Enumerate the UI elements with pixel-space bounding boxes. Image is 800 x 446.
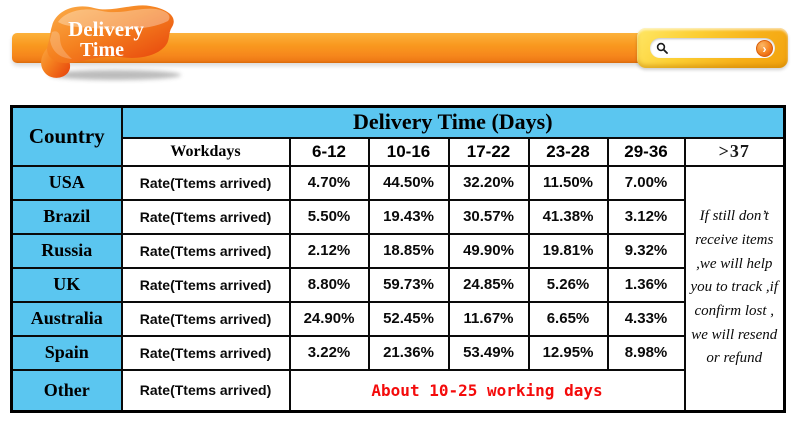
value-cell: 11.67% <box>447 300 530 337</box>
table-row-australia: Australia Rate(Ttems arrived) 24.90% 52.… <box>10 300 785 337</box>
value-cell: 30.57% <box>447 198 530 235</box>
value-cell: 21.36% <box>367 334 450 371</box>
table-row-usa: USA Rate(Ttems arrived) 4.70% 44.50% 32.… <box>10 164 786 413</box>
other-delivery-note: About 10-25 working days <box>288 368 686 413</box>
rate-label-cell: Rate(Ttems arrived) <box>120 198 291 235</box>
header-row-2: Workdays 6-12 10-16 17-22 23-28 29-36 >3… <box>12 136 786 167</box>
value-cell: 49.90% <box>447 232 530 269</box>
value-cell: 2.12% <box>288 232 370 269</box>
subheader-10-16: 10-16 <box>367 136 450 167</box>
subheader-gt37: >37 <box>683 136 786 167</box>
value-cell: 24.85% <box>447 266 530 303</box>
country-cell: USA <box>10 164 123 201</box>
rate-label-cell: Rate(Ttems arrived) <box>120 232 291 269</box>
table-row-spain: Spain Rate(Ttems arrived) 3.22% 21.36% 5… <box>10 334 785 371</box>
delivery-time-table: Country Delivery Time (Days) Workdays 6-… <box>10 105 786 413</box>
value-cell: 8.80% <box>288 266 370 303</box>
value-cell: 4.33% <box>606 300 686 337</box>
badge-shadow <box>49 70 181 80</box>
country-cell: UK <box>10 266 123 303</box>
value-cell: 3.22% <box>288 334 370 371</box>
country-cell: Other <box>10 368 123 413</box>
value-cell: 5.26% <box>527 266 609 303</box>
delivery-time-badge: Delivery Time <box>20 0 200 84</box>
value-cell: 44.50% <box>367 164 450 201</box>
badge-body <box>47 5 174 64</box>
subheader-6-12: 6-12 <box>288 136 370 167</box>
search-panel: › <box>637 28 788 68</box>
table-row-uk: UK Rate(Ttems arrived) 8.80% 59.73% 24.8… <box>10 266 785 303</box>
value-cell: 53.49% <box>447 334 530 371</box>
rate-label-cell: Rate(Ttems arrived) <box>120 164 291 201</box>
value-cell: 1.36% <box>606 266 686 303</box>
search-submit-button[interactable]: › <box>756 39 773 57</box>
badge-title-line1: Delivery <box>68 17 144 41</box>
country-cell: Brazil <box>10 198 123 235</box>
table-row-russia: Russia Rate(Ttems arrived) 2.12% 18.85% … <box>10 232 785 269</box>
side-note-cell: If still don’t receive items ,we will he… <box>683 164 786 413</box>
value-cell: 8.98% <box>606 334 686 371</box>
rate-label-cell: Rate(Ttems arrived) <box>120 266 291 303</box>
search-input[interactable] <box>668 41 756 55</box>
subheader-23-28: 23-28 <box>527 136 609 167</box>
badge-title-line2: Time <box>80 39 124 61</box>
rate-label-cell: Rate(Ttems arrived) <box>120 300 291 337</box>
value-cell: 59.73% <box>367 266 450 303</box>
value-cell: 5.50% <box>288 198 370 235</box>
table-row-brazil: Brazil Rate(Ttems arrived) 5.50% 19.43% … <box>10 198 785 235</box>
corner-header-country: Country <box>10 105 123 167</box>
country-cell: Russia <box>10 232 123 269</box>
value-cell: 11.50% <box>527 164 609 201</box>
value-cell: 41.38% <box>527 198 609 235</box>
table-row-other: Other Rate(Ttems arrived) About 10-25 wo… <box>10 368 785 413</box>
main-header-delivery-time: Delivery Time (Days) <box>120 105 786 139</box>
value-cell: 7.00% <box>606 164 686 201</box>
badge-gloss <box>58 8 170 30</box>
search-box: › <box>650 38 775 58</box>
value-cell: 18.85% <box>367 232 450 269</box>
search-icon <box>656 42 668 54</box>
country-cell: Australia <box>10 300 123 337</box>
header-row-1: Country Delivery Time (Days) <box>10 105 786 167</box>
rate-label-cell: Rate(Ttems arrived) <box>120 368 291 413</box>
value-cell: 32.20% <box>447 164 530 201</box>
value-cell: 3.12% <box>606 198 686 235</box>
value-cell: 52.45% <box>367 300 450 337</box>
value-cell: 6.65% <box>527 300 609 337</box>
rate-label-cell: Rate(Ttems arrived) <box>120 334 291 371</box>
value-cell: 24.90% <box>288 300 370 337</box>
country-cell: Spain <box>10 334 123 371</box>
value-cell: 9.32% <box>606 232 686 269</box>
subheader-29-36: 29-36 <box>606 136 686 167</box>
subheader-17-22: 17-22 <box>447 136 530 167</box>
value-cell: 19.81% <box>527 232 609 269</box>
value-cell: 12.95% <box>527 334 609 371</box>
value-cell: 4.70% <box>288 164 370 201</box>
subheader-workdays: Workdays <box>120 136 291 167</box>
badge-gloss-2 <box>50 31 72 59</box>
value-cell: 19.43% <box>367 198 450 235</box>
